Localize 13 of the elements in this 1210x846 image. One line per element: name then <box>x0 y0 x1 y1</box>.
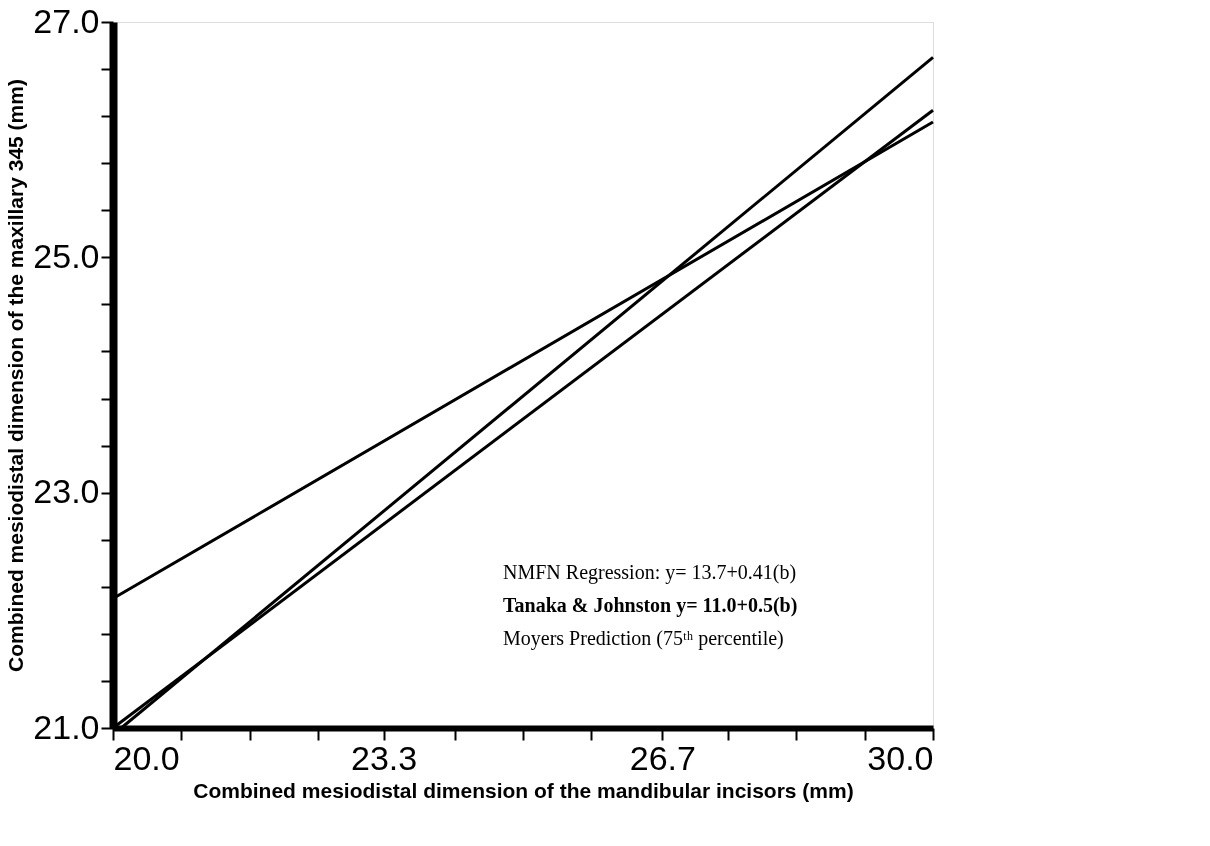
y-tick-label: 21.0 <box>33 707 100 746</box>
annotation: Tanaka & Johnston y= 11.0+0.5(b) <box>503 594 798 617</box>
y-tick-label: 27.0 <box>33 1 100 40</box>
y-tick-label: 23.0 <box>33 472 100 511</box>
x-tick-label: 20.0 <box>113 738 180 777</box>
x-axis-title: Combined mesiodistal dimension of the mandibular incisors (mm) <box>193 778 854 802</box>
annotation: NMFN Regression: y= 13.7+0.41(b) <box>503 561 797 584</box>
x-tick-label: 23.3 <box>351 738 418 777</box>
annotation: Moyers Prediction (75ᵗʰ percentile) <box>503 627 784 650</box>
y-axis-title: Combined mesiodistal dimension of the maxillary 345 (mm) <box>4 79 28 672</box>
y-tick-label: 25.0 <box>33 236 100 275</box>
x-tick-label: 26.7 <box>629 738 696 777</box>
x-tick-label: 30.0 <box>867 738 934 777</box>
